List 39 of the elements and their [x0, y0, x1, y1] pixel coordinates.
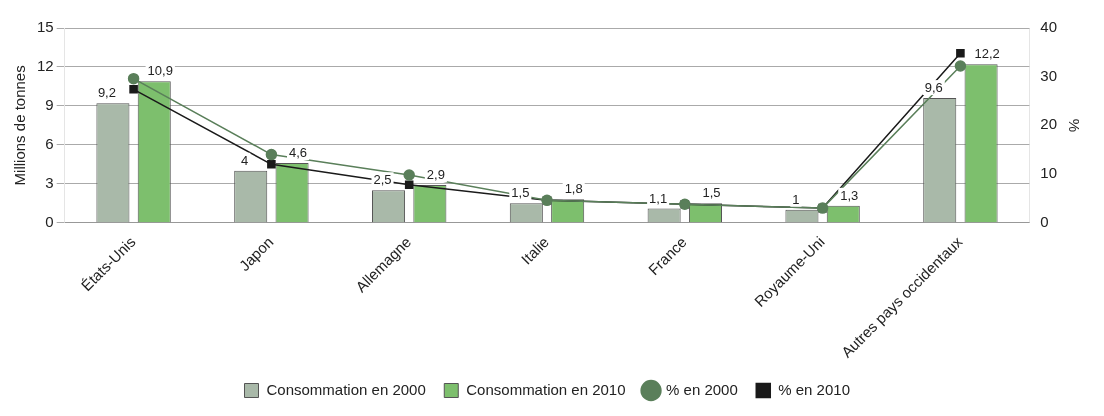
- data-label: 1: [792, 191, 800, 207]
- point: [954, 60, 967, 72]
- y2-tick-label: 0: [1040, 212, 1049, 230]
- legend-label: % en 2000: [666, 380, 738, 398]
- point: [127, 72, 140, 85]
- data-label: 9,6: [924, 80, 943, 96]
- data-label: 2,9: [426, 167, 445, 183]
- data-label: 2,5: [373, 172, 392, 188]
- y2-tick-label: 40: [1040, 18, 1057, 36]
- y-axis-title: Millions de tonnes: [11, 65, 29, 186]
- y-tick-label: 15: [37, 18, 54, 36]
- y-tick-label: 12: [37, 57, 54, 75]
- y-tick-label: 6: [45, 134, 54, 152]
- y-tick-label: 0: [45, 212, 54, 230]
- data-label: 9,2: [97, 85, 116, 101]
- point: [403, 169, 415, 181]
- y-tick-label: 9: [45, 96, 54, 114]
- point: [265, 148, 278, 161]
- data-label: 1,3: [840, 187, 859, 203]
- y2-tick-label: 20: [1040, 115, 1057, 133]
- legend-label: Consommation en 2000: [266, 380, 426, 398]
- point: [267, 160, 276, 169]
- point: [129, 85, 138, 94]
- data-label: 1,5: [702, 185, 721, 201]
- data-label: 10,9: [147, 63, 173, 79]
- data-label: 1,8: [564, 181, 583, 197]
- legend-label: Consommation en 2010: [466, 380, 626, 398]
- data-label: 1,1: [649, 190, 668, 206]
- y-tick-label: 3: [45, 173, 54, 191]
- data-label: 4,6: [289, 145, 308, 161]
- y2-axis-title: %: [1065, 118, 1083, 133]
- point: [404, 180, 414, 190]
- data-label: 1,5: [511, 185, 530, 201]
- y2-tick-label: 30: [1040, 66, 1057, 84]
- point: [956, 49, 965, 58]
- data-label: 4: [241, 152, 249, 168]
- y2-tick-label: 10: [1040, 164, 1057, 182]
- data-label: 12,2: [974, 46, 1000, 62]
- legend-label: % en 2010: [778, 380, 850, 398]
